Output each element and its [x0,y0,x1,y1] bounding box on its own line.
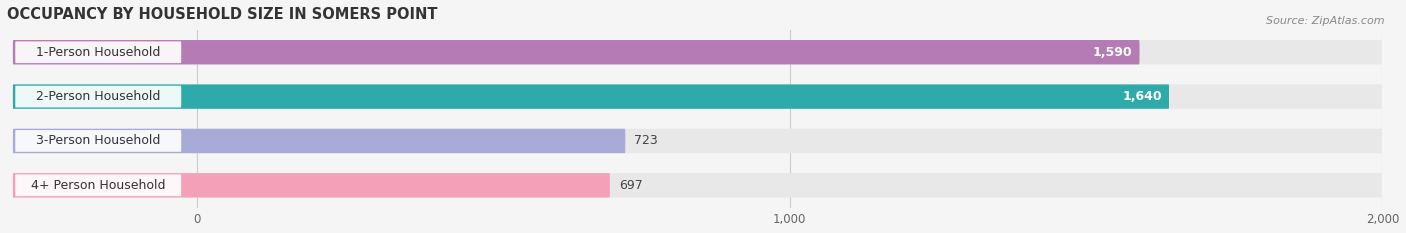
FancyBboxPatch shape [13,173,1382,198]
Text: 4+ Person Household: 4+ Person Household [31,179,166,192]
FancyBboxPatch shape [13,40,1382,65]
Text: Source: ZipAtlas.com: Source: ZipAtlas.com [1267,16,1385,26]
FancyBboxPatch shape [13,40,1139,65]
Text: 3-Person Household: 3-Person Household [37,134,160,147]
FancyBboxPatch shape [13,173,610,198]
FancyBboxPatch shape [15,130,181,152]
FancyBboxPatch shape [1085,41,1139,64]
FancyBboxPatch shape [15,86,181,107]
Text: 1-Person Household: 1-Person Household [37,46,160,59]
FancyBboxPatch shape [13,129,1382,153]
Text: 1,590: 1,590 [1092,46,1132,59]
FancyBboxPatch shape [1115,85,1168,108]
FancyBboxPatch shape [15,41,181,63]
Text: 2-Person Household: 2-Person Household [37,90,160,103]
Text: 723: 723 [634,134,658,147]
Text: 1,640: 1,640 [1122,90,1163,103]
FancyBboxPatch shape [13,129,626,153]
Text: OCCUPANCY BY HOUSEHOLD SIZE IN SOMERS POINT: OCCUPANCY BY HOUSEHOLD SIZE IN SOMERS PO… [7,7,437,22]
Text: 697: 697 [619,179,643,192]
FancyBboxPatch shape [15,175,181,196]
FancyBboxPatch shape [13,84,1382,109]
FancyBboxPatch shape [13,84,1168,109]
